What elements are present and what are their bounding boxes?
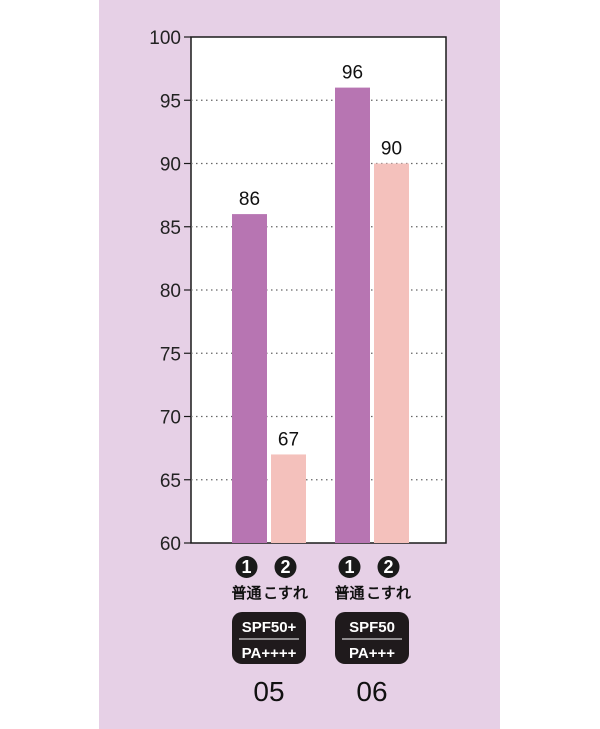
- y-tick-label: 70: [160, 408, 181, 429]
- number-badge-label: 2: [383, 557, 393, 577]
- number-badge-label: 1: [241, 557, 251, 577]
- bar: [271, 454, 306, 543]
- pa-label: PA++++: [242, 645, 297, 662]
- category-label: こすれ: [263, 585, 308, 602]
- bar-value-label: 86: [239, 189, 260, 210]
- y-tick-label: 85: [160, 218, 181, 239]
- category-label: 普通: [231, 584, 261, 602]
- category-label: 普通: [334, 584, 364, 602]
- spec-badge: [335, 612, 409, 664]
- number-badge: [274, 556, 297, 578]
- spec-badge: [232, 612, 306, 664]
- number-badge: [377, 556, 400, 578]
- spf-label: SPF50: [349, 619, 395, 636]
- y-tick-label: 80: [160, 281, 181, 302]
- product-number: 06: [356, 676, 387, 707]
- spf-label: SPF50+: [242, 619, 297, 636]
- bar: [335, 87, 370, 543]
- number-badge: [338, 556, 361, 578]
- bar: [374, 163, 409, 543]
- pa-label: PA+++: [349, 645, 395, 662]
- bar-value-label: 67: [278, 429, 299, 450]
- y-tick-label: 95: [160, 91, 181, 112]
- y-tick-label: 90: [160, 155, 181, 176]
- number-badge-label: 1: [344, 557, 354, 577]
- category-label: こすれ: [366, 585, 411, 602]
- y-tick-label: 75: [160, 344, 181, 365]
- product-number: 05: [253, 676, 284, 707]
- bar: [232, 214, 267, 543]
- bar-value-label: 90: [381, 139, 402, 160]
- y-tick-label: 60: [160, 534, 181, 555]
- bar-value-label: 96: [342, 63, 363, 84]
- number-badge: [235, 556, 258, 578]
- y-tick-label: 65: [160, 471, 181, 492]
- y-tick-label: 100: [149, 28, 181, 49]
- number-badge-label: 2: [280, 557, 290, 577]
